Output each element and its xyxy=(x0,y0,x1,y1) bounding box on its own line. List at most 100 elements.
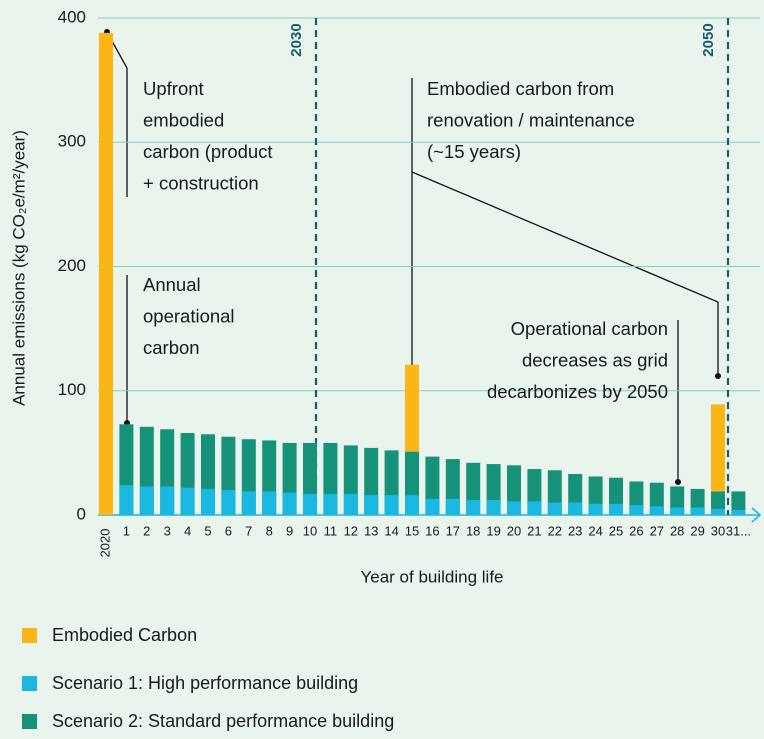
milestone-label: 2050 xyxy=(700,23,717,56)
x-tick-label: 14 xyxy=(384,523,398,538)
x-tick-label: 25 xyxy=(609,523,623,538)
x-tick-label: 2020 xyxy=(97,529,112,558)
bar xyxy=(364,495,379,515)
bar xyxy=(139,486,154,515)
bar xyxy=(445,498,460,515)
x-tick-label: 22 xyxy=(548,523,562,538)
bar xyxy=(568,502,583,515)
x-tick-label: 15 xyxy=(405,523,419,538)
bar xyxy=(241,491,256,515)
x-tick-label: 24 xyxy=(588,523,602,538)
x-tick-label: 19 xyxy=(486,523,500,538)
bar xyxy=(405,364,419,452)
annotation: renovation / maintenance xyxy=(427,109,635,130)
bar xyxy=(180,487,195,515)
leader-dot xyxy=(715,373,721,379)
x-tick-label: 4 xyxy=(184,523,191,538)
y-tick-label: 200 xyxy=(58,256,86,275)
bar xyxy=(588,503,603,515)
x-tick-label: 2 xyxy=(143,523,150,538)
legend-label: Embodied Carbon xyxy=(52,625,197,645)
bar xyxy=(160,486,175,515)
annotation: decarbonizes by 2050 xyxy=(487,381,668,402)
y-axis-label: Annual emissions (kg CO₂e/m²/year) xyxy=(9,130,28,406)
bar xyxy=(649,506,664,515)
bar xyxy=(711,404,725,492)
x-tick-label: 5 xyxy=(204,523,211,538)
bar xyxy=(282,492,297,515)
bar xyxy=(99,32,113,515)
bar xyxy=(201,488,215,515)
legend-swatch xyxy=(22,714,37,729)
bar xyxy=(323,493,338,515)
y-tick-label: 300 xyxy=(58,132,86,151)
x-tick-label: 11 xyxy=(324,523,338,538)
bar xyxy=(221,490,236,515)
axis-arrow xyxy=(751,507,762,523)
x-tick-label: 3 xyxy=(164,523,171,538)
annotation: decreases as grid xyxy=(522,349,668,370)
x-tick-label: 20 xyxy=(507,523,521,538)
x-tick-label: 6 xyxy=(225,523,232,538)
bar xyxy=(343,493,358,515)
x-tick-label: 28 xyxy=(670,523,684,538)
annotation: carbon xyxy=(143,337,200,358)
y-tick-label: 100 xyxy=(58,380,86,399)
bar xyxy=(731,491,746,515)
x-tick-label: 8 xyxy=(266,523,273,538)
x-tick-label: 13 xyxy=(364,523,378,538)
x-tick-label: 1 xyxy=(123,523,130,538)
bar xyxy=(262,491,277,515)
x-tick-label: 7 xyxy=(245,523,252,538)
annotation: (~15 years) xyxy=(427,141,521,162)
annotation: Upfront xyxy=(143,78,204,99)
leader-line xyxy=(411,171,719,376)
y-tick-label: 400 xyxy=(58,7,86,26)
leader-line xyxy=(106,31,128,197)
bar xyxy=(507,501,521,515)
x-axis-label: Year of building life xyxy=(360,567,503,586)
x-tick-label: 16 xyxy=(425,523,439,538)
x-tick-label: 21 xyxy=(527,523,541,538)
annotation: Operational carbon xyxy=(511,318,668,339)
annotation: embodied xyxy=(143,109,224,130)
legend-swatch xyxy=(22,676,37,691)
legend-label: Scenario 2: Standard performance buildin… xyxy=(52,711,394,731)
x-tick-label: 17 xyxy=(446,523,460,538)
x-tick-label: 9 xyxy=(286,523,293,538)
x-tick-label: 31... xyxy=(726,523,751,538)
x-tick-label: 27 xyxy=(650,523,664,538)
bar xyxy=(547,502,562,515)
milestone-label: 2030 xyxy=(288,23,305,56)
bar xyxy=(486,500,501,515)
x-tick-label: 12 xyxy=(344,523,358,538)
annotation: operational xyxy=(143,305,235,326)
leader-dot xyxy=(675,479,681,485)
y-tick-label: 0 xyxy=(77,504,86,523)
x-tick-label: 26 xyxy=(629,523,643,538)
bar xyxy=(405,495,419,515)
bar xyxy=(711,508,725,515)
bar xyxy=(384,495,399,515)
bar xyxy=(119,485,134,515)
bar xyxy=(425,498,440,515)
annotation: Annual xyxy=(143,274,201,295)
bar xyxy=(731,510,746,515)
bar xyxy=(527,501,542,515)
bar xyxy=(670,507,685,515)
annotation: Embodied carbon from xyxy=(427,78,614,99)
bar xyxy=(629,505,644,515)
bar xyxy=(466,500,481,515)
x-tick-label: 29 xyxy=(690,523,704,538)
bar xyxy=(303,493,317,515)
bar xyxy=(690,507,705,515)
annotation: + construction xyxy=(143,172,259,193)
x-tick-label: 10 xyxy=(303,523,317,538)
x-tick-label: 18 xyxy=(466,523,480,538)
legend-swatch xyxy=(22,628,37,643)
x-tick-label: 23 xyxy=(568,523,582,538)
x-tick-label: 30 xyxy=(711,523,725,538)
bar xyxy=(609,503,623,515)
annotation: carbon (product xyxy=(143,141,273,162)
legend-label: Scenario 1: High performance building xyxy=(52,673,358,693)
